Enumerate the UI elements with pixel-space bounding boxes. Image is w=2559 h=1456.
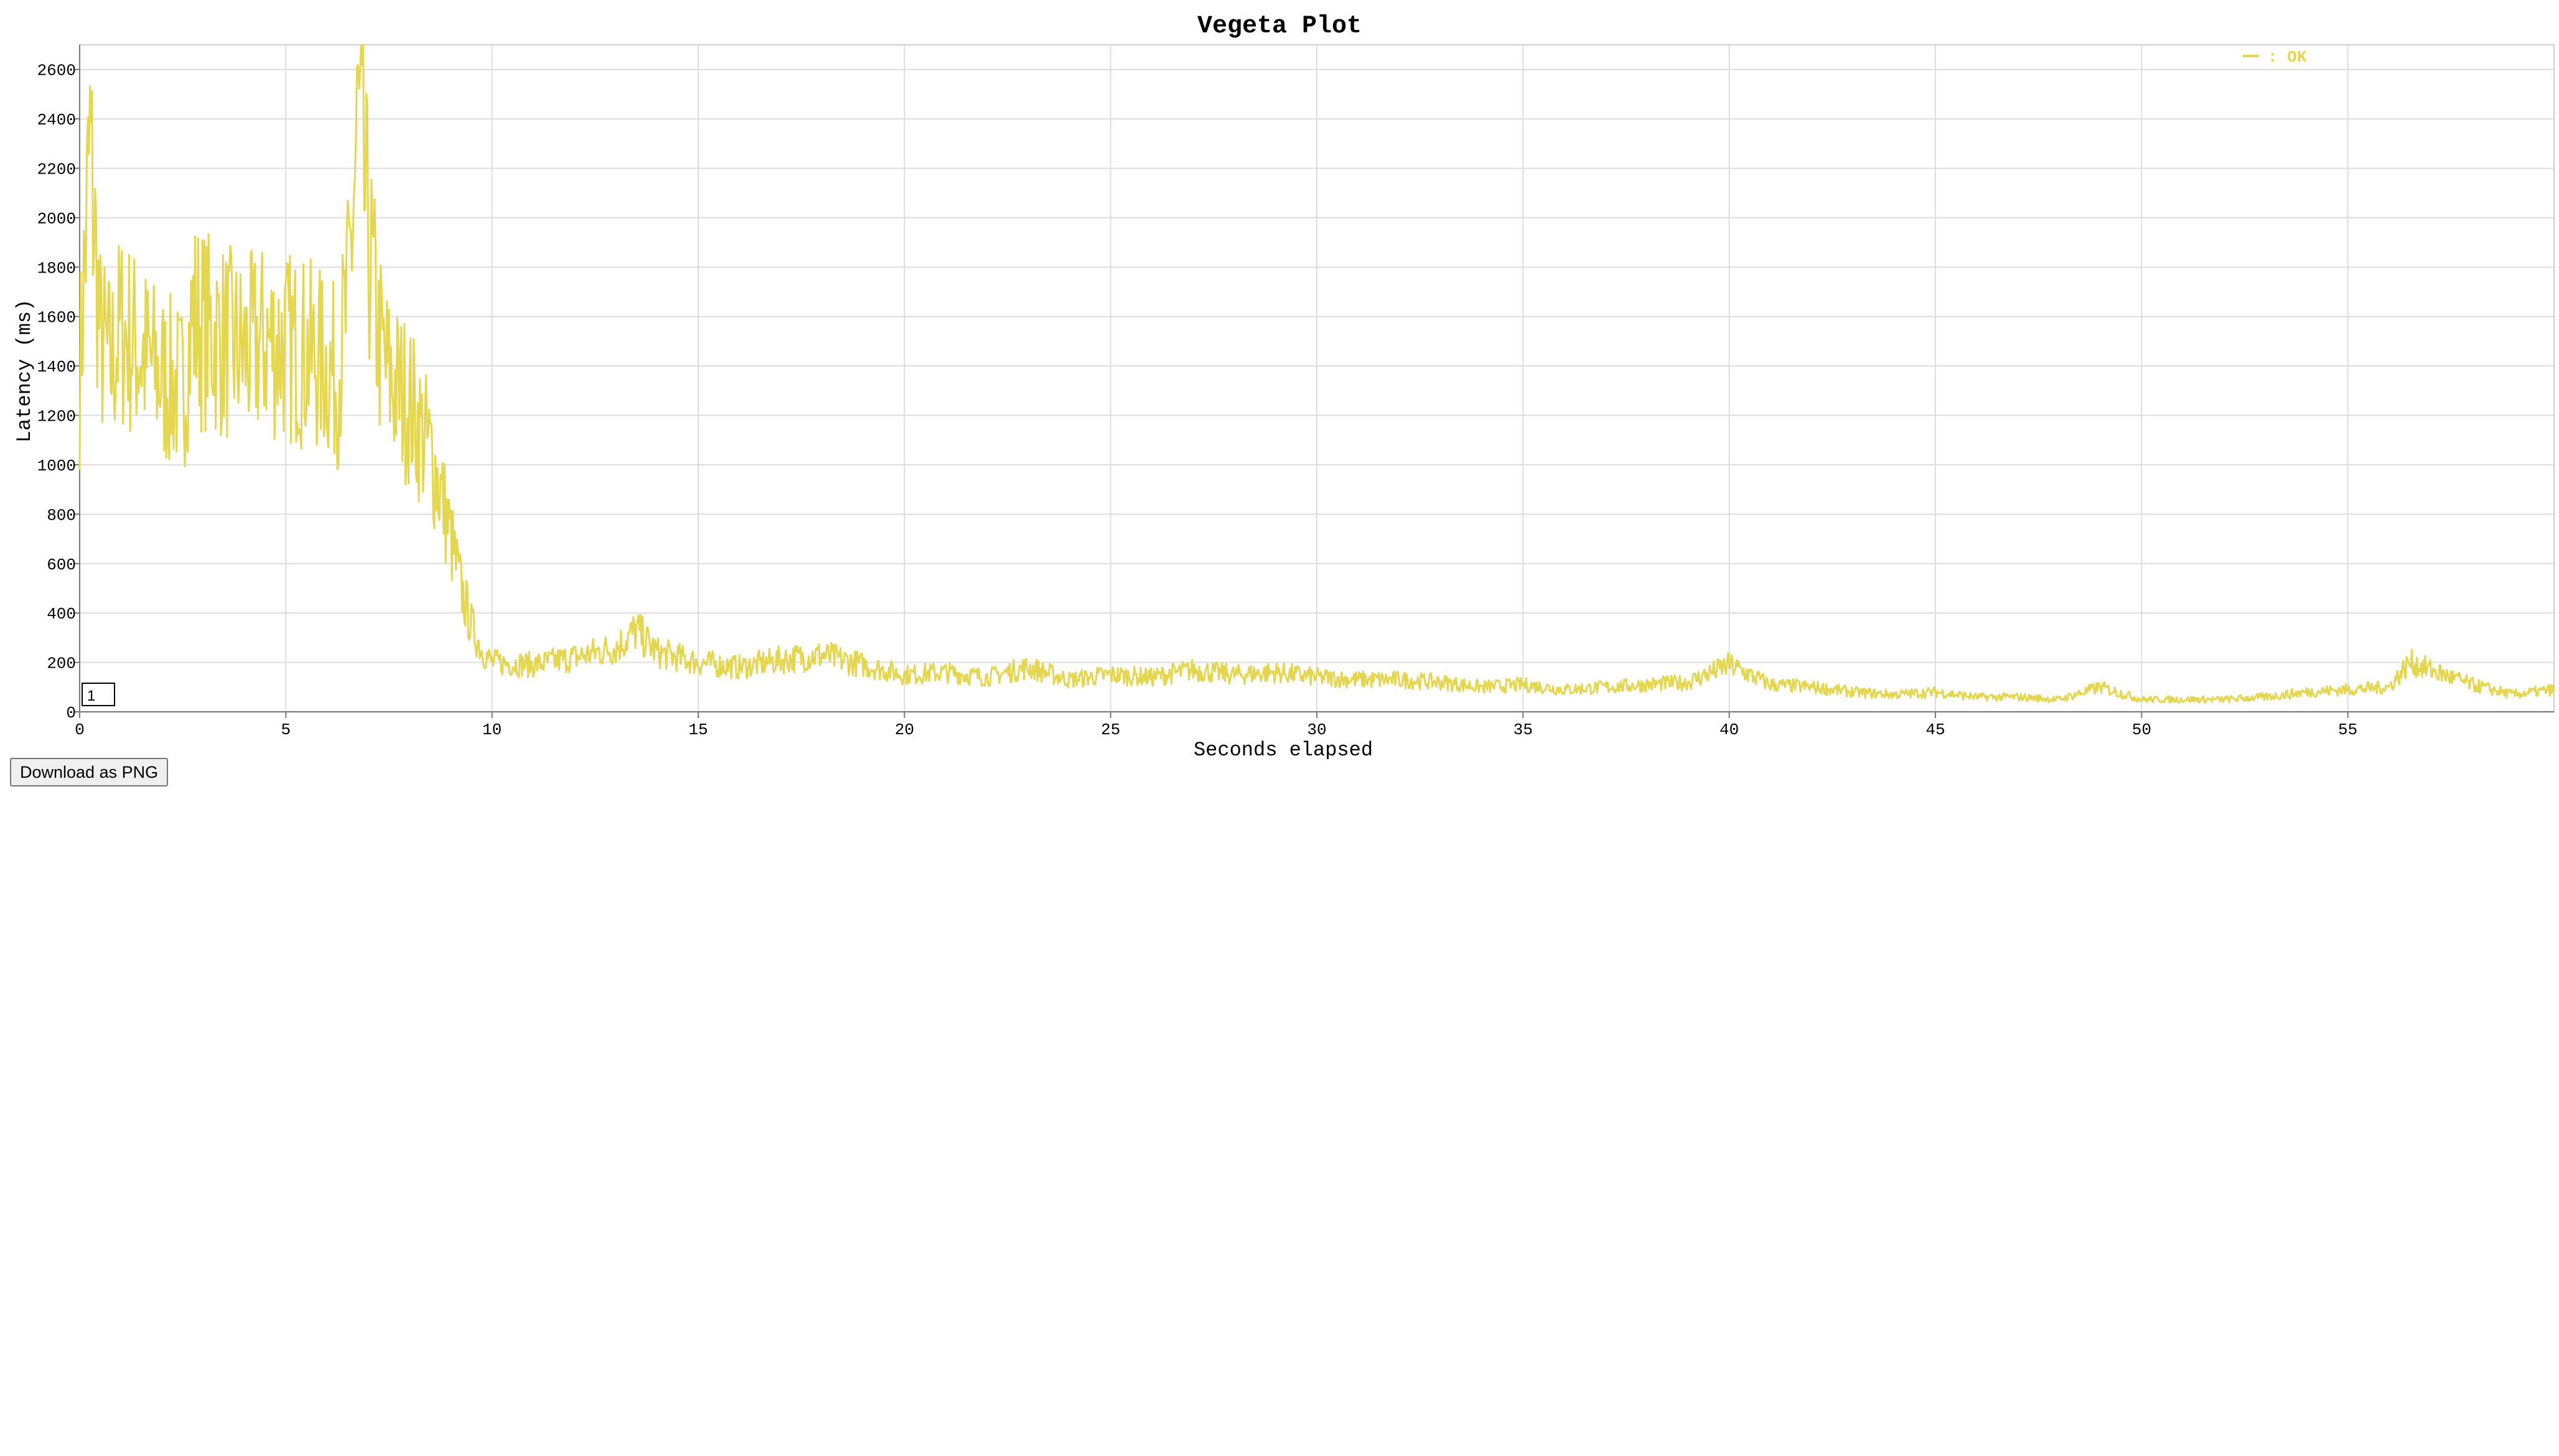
x-tick-label: 0 (75, 721, 85, 739)
x-tick-label: 15 (688, 721, 708, 739)
series-line-ok (78, 44, 2555, 704)
x-tick-label: 5 (281, 721, 291, 739)
y-tick-label: 2400 (37, 111, 76, 129)
x-axis: 0 5 10 15 20 25 30 35 40 45 50 55 (75, 711, 2554, 739)
range-selector-box[interactable] (82, 683, 115, 706)
range-selector[interactable]: 1 (82, 683, 115, 706)
x-tick-label: 55 (2338, 721, 2357, 739)
x-tick-label: 35 (1513, 721, 1533, 739)
grid-lines (80, 45, 2554, 712)
y-tick-label: 600 (47, 556, 76, 574)
y-tick-label: 1800 (37, 259, 76, 278)
y-tick-label: 400 (47, 605, 76, 623)
chart-title: Vegeta Plot (1197, 12, 1362, 40)
legend: : OK (2243, 48, 2307, 67)
series-layer (78, 44, 2555, 704)
y-tick-label: 2200 (37, 161, 76, 179)
x-tick-label: 10 (482, 721, 502, 739)
y-tick-label: 1600 (37, 309, 76, 327)
x-axis-label: Seconds elapsed (1194, 739, 1373, 759)
vegeta-chart: Vegeta Plot 0 5 10 15 20 25 30 35 40 45 50 55 0 200 4… (13, 12, 2555, 759)
x-tick-label: 40 (1719, 721, 1739, 739)
x-tick-label: 25 (1101, 721, 1120, 739)
range-selector-label: 1 (87, 688, 95, 704)
x-tick-label: 30 (1307, 721, 1326, 739)
y-axis: 0 200 400 600 800 1000 1200 1400 1600 1800 2000 220… (37, 45, 80, 722)
y-tick-label: 800 (47, 506, 76, 525)
y-tick-label: 200 (47, 655, 76, 673)
legend-label-ok: OK (2287, 48, 2307, 67)
y-tick-label: 1000 (37, 457, 76, 475)
y-tick-label: 1200 (37, 408, 76, 426)
svg-text:: OK: : OK (2268, 48, 2307, 67)
x-tick-label: 45 (1925, 721, 1945, 739)
y-tick-label: 2000 (37, 210, 76, 228)
download-png-button[interactable]: Download as PNG (10, 758, 169, 786)
x-tick-label: 20 (895, 721, 914, 739)
y-axis-label: Latency (ms) (13, 299, 36, 442)
x-tick-label: 50 (2132, 721, 2151, 739)
y-tick-label: 0 (66, 704, 76, 722)
y-tick-label: 1400 (37, 358, 76, 376)
y-tick-label: 2600 (37, 62, 76, 80)
